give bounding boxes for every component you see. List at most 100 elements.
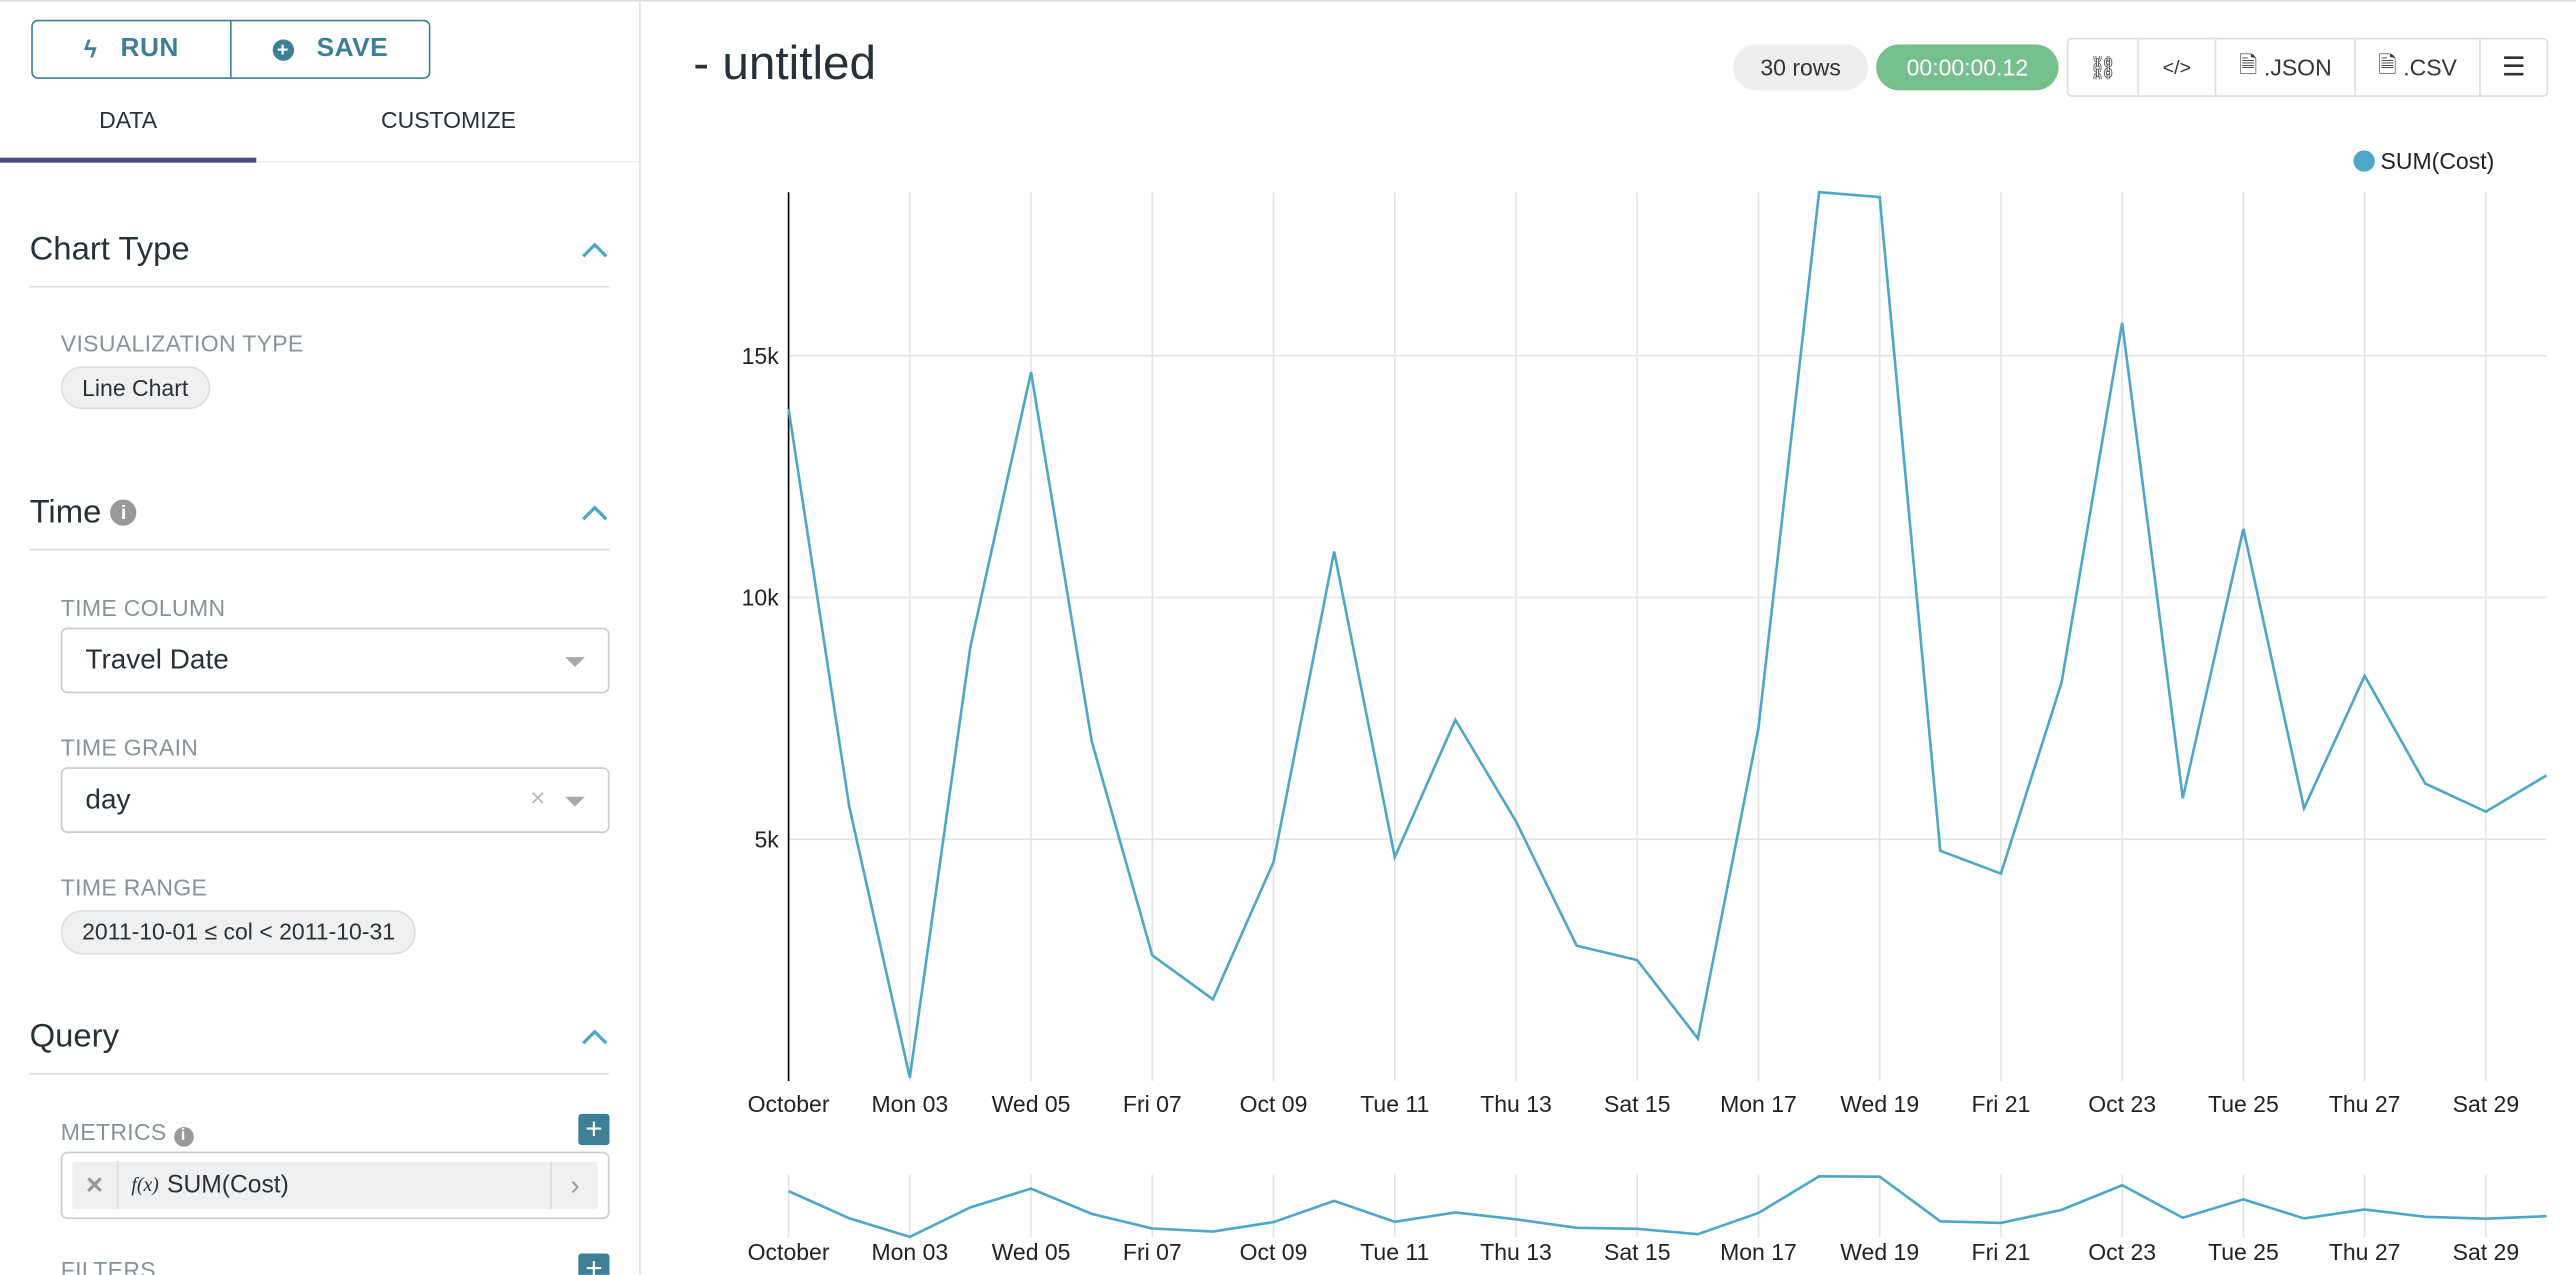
active-tab-indicator [0,157,257,163]
x-tick-label: Thu 27 [2329,1091,2401,1117]
range-selector-line[interactable] [788,1175,2547,1239]
link-icon: ⛓ [2088,53,2118,80]
csv-label: .CSV [2403,54,2457,81]
mini-x-tick-label: Wed 19 [1840,1239,1919,1265]
mini-x-tick-label: Sat 15 [1604,1239,1671,1265]
export-csv-button[interactable]: 🗎 .CSV [2356,39,2481,96]
chevron-up-icon[interactable] [580,237,610,267]
divider [29,1072,610,1075]
embed-button[interactable]: </> [2139,39,2217,96]
x-tick-label: Tue 25 [2208,1091,2279,1117]
x-tick-label: Wed 19 [1840,1091,1919,1117]
export-toolbar: ⛓ </> 🗎 .JSON 🗎 .CSV ☰ [2066,37,2549,97]
link-button[interactable]: ⛓ [2068,39,2140,96]
time-range-pill[interactable]: 2011-10-01 ≤ col < 2011-10-31 [60,910,417,955]
more-menu-button[interactable]: ☰ [2481,39,2547,95]
info-icon[interactable]: i [110,499,137,526]
json-label: .JSON [2263,54,2332,81]
add-metric-button[interactable]: + [578,1114,610,1146]
add-filter-button[interactable]: + [578,1254,610,1275]
time-grain-label: TIME GRAIN [60,734,199,761]
time-grain-select[interactable]: day × [60,767,610,833]
control-panel: ϟ RUN + SAVE DATA CUSTOMIZE Chart Type VIS… [0,1,641,1275]
mini-x-tick-label: Mon 17 [1720,1239,1797,1265]
row-count-badge: 30 rows [1733,44,1868,91]
code-icon: </> [2162,55,2192,79]
chevron-up-icon[interactable] [580,1024,610,1054]
mini-x-tick-label: Wed 05 [992,1239,1071,1265]
mini-x-tick-label: Sat 29 [2453,1239,2520,1265]
tab-data[interactable]: DATA [99,106,158,134]
metrics-label: METRICS i [60,1118,194,1147]
x-tick-label: Fri 07 [1123,1091,1182,1117]
remove-icon[interactable]: × [72,1161,119,1210]
y-tick-label: 15k [742,343,780,369]
info-icon[interactable]: i [173,1127,194,1147]
x-tick-label: Thu 13 [1480,1091,1552,1117]
x-tick-label: Oct 23 [2088,1091,2156,1117]
query-duration-badge: 00:00:00.12 [1876,44,2059,91]
caret-down-icon [565,796,585,807]
x-tick-label: Mon 17 [1720,1091,1797,1117]
save-label: SAVE [316,34,389,63]
x-tick-label: Sat 29 [2453,1091,2520,1117]
file-code-icon: 🗎 [2238,50,2258,78]
caret-down-icon [565,657,585,668]
time-column-label: TIME COLUMN [60,594,226,622]
time-column-value: Travel Date [85,644,229,676]
y-tick-label: 10k [742,585,780,611]
chart-title[interactable]: - untitled [693,37,877,91]
run-button[interactable]: ϟ RUN [33,21,230,77]
filters-label: FILTERS [60,1256,156,1275]
chart-panel: - untitled 30 rows 00:00:00.12 ⛓ </> 🗎 .J… [642,2,2576,1275]
hamburger-icon: ☰ [2501,54,2526,83]
legend-marker [2353,150,2375,172]
metric-chip[interactable]: × f(x) SUM(Cost) › [72,1161,599,1210]
save-button[interactable]: + SAVE [230,21,429,78]
time-range-label: TIME RANGE [60,874,208,901]
chevron-right-icon[interactable]: › [550,1161,598,1210]
mini-x-tick-label: Tue 25 [2208,1239,2279,1265]
time-grain-value: day [85,783,131,815]
series-line-sum-cost[interactable] [787,190,2548,1078]
bolt-icon: ϟ [83,35,98,64]
clear-icon[interactable]: × [530,785,546,814]
x-tick-label: Mon 03 [871,1091,948,1117]
tab-divider [0,161,640,163]
export-json-button[interactable]: 🗎 .JSON [2216,39,2356,96]
mini-x-tick-label: Thu 27 [2329,1239,2401,1265]
metrics-box: × f(x) SUM(Cost) › [60,1151,610,1220]
mini-x-tick-label: Tue 11 [1360,1239,1429,1265]
x-tick-label: Tue 11 [1360,1091,1429,1117]
time-column-select[interactable]: Travel Date [60,627,610,694]
mini-x-tick-label: Mon 03 [871,1239,948,1265]
section-title-chart-type: Chart Type [29,231,190,268]
file-text-icon: 🗎 [2378,50,2397,78]
y-tick-label: 5k [754,826,779,852]
x-tick-label: Fri 21 [1972,1091,2031,1117]
tab-customize[interactable]: CUSTOMIZE [380,106,517,134]
x-tick-label: Sat 15 [1604,1091,1671,1117]
mini-x-tick-label: Fri 07 [1123,1239,1182,1265]
metrics-label-text: METRICS [60,1118,167,1146]
time-title: Time [29,494,102,531]
function-icon: f(x) [131,1173,159,1197]
viz-type-label: VISUALIZATION TYPE [60,330,304,357]
mini-x-tick-label: Fri 21 [1972,1239,2031,1265]
mini-x-tick-label: Oct 23 [2088,1239,2156,1265]
x-tick-label: Wed 05 [992,1091,1071,1117]
mini-x-tick-label: Thu 13 [1480,1239,1552,1265]
metric-name: SUM(Cost) [167,1171,289,1200]
run-save-group: ϟ RUN + SAVE [31,19,431,79]
run-label: RUN [120,34,179,63]
viz-type-pill[interactable]: Line Chart [60,366,210,410]
plus-circle-icon: + [272,38,294,60]
section-title-query: Query [29,1018,120,1055]
legend-item-sum-cost[interactable]: SUM(Cost) [2353,148,2494,174]
chevron-up-icon[interactable] [580,499,610,529]
mini-x-tick-label: Oct 09 [1240,1239,1308,1265]
divider [29,285,610,288]
x-tick-label: October [748,1091,830,1117]
mini-x-tick-label: October [748,1239,830,1265]
